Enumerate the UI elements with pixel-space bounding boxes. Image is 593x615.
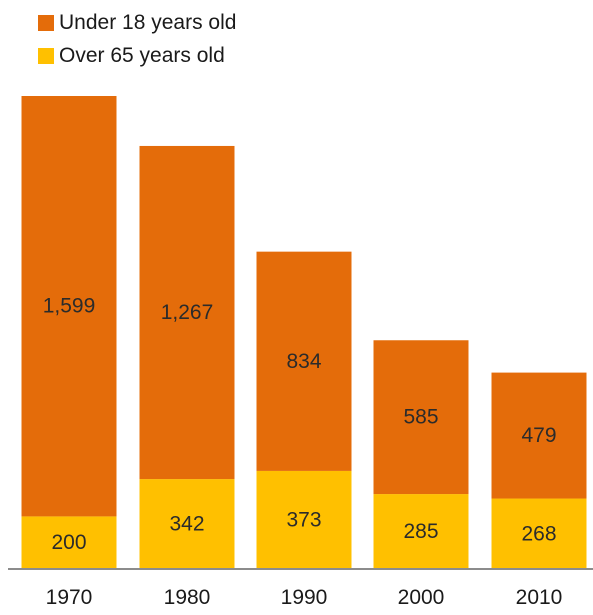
value-labels-group: 200 1,599 342 1,267 373 834 285 585 268 479 — [43, 295, 557, 555]
chart-legend: Under 18 years old Over 65 years old — [38, 6, 236, 72]
value-label-under-18-1970: 1,599 — [43, 295, 96, 318]
bar-over-65-2010 — [491, 498, 587, 569]
value-label-over-65-1970: 200 — [51, 531, 86, 554]
bar-over-65-1990 — [256, 470, 352, 569]
x-tick-label-2000: 2000 — [398, 586, 445, 609]
legend-swatch-over-65 — [38, 47, 54, 64]
x-tick-label-1980: 1980 — [164, 586, 211, 609]
value-label-over-65-1980: 342 — [169, 513, 204, 536]
bar-under-18-1980 — [139, 145, 235, 480]
value-label-over-65-2010: 268 — [521, 522, 556, 545]
value-label-under-18-2000: 585 — [403, 406, 438, 429]
bar-under-18-2000 — [373, 340, 469, 495]
bars-group — [21, 96, 587, 569]
value-label-under-18-1990: 834 — [286, 350, 321, 373]
legend-label-over-65: Over 65 years old — [59, 43, 225, 67]
bar-under-18-2010 — [491, 372, 587, 499]
x-tick-label-1990: 1990 — [281, 586, 328, 609]
x-tick-label-2010: 2010 — [516, 586, 563, 609]
legend-swatch-under-18 — [38, 14, 54, 31]
bar-under-18-1970 — [21, 96, 117, 517]
bar-over-65-1980 — [139, 479, 235, 569]
x-tick-labels-group: 1970 1980 1990 2000 2010 — [46, 586, 563, 609]
value-label-under-18-2010: 479 — [521, 424, 556, 447]
legend-label-under-18: Under 18 years old — [59, 10, 237, 34]
bar-under-18-1990 — [256, 251, 352, 471]
legend-item-under-18: Under 18 years old — [38, 6, 236, 39]
value-label-over-65-2000: 285 — [403, 520, 438, 543]
bar-over-65-1970 — [21, 516, 117, 569]
value-label-over-65-1990: 373 — [286, 508, 321, 531]
legend-item-over-65: Over 65 years old — [38, 39, 236, 72]
bar-over-65-2000 — [373, 494, 469, 569]
x-tick-label-1970: 1970 — [46, 586, 93, 609]
value-label-under-18-1980: 1,267 — [161, 301, 214, 324]
